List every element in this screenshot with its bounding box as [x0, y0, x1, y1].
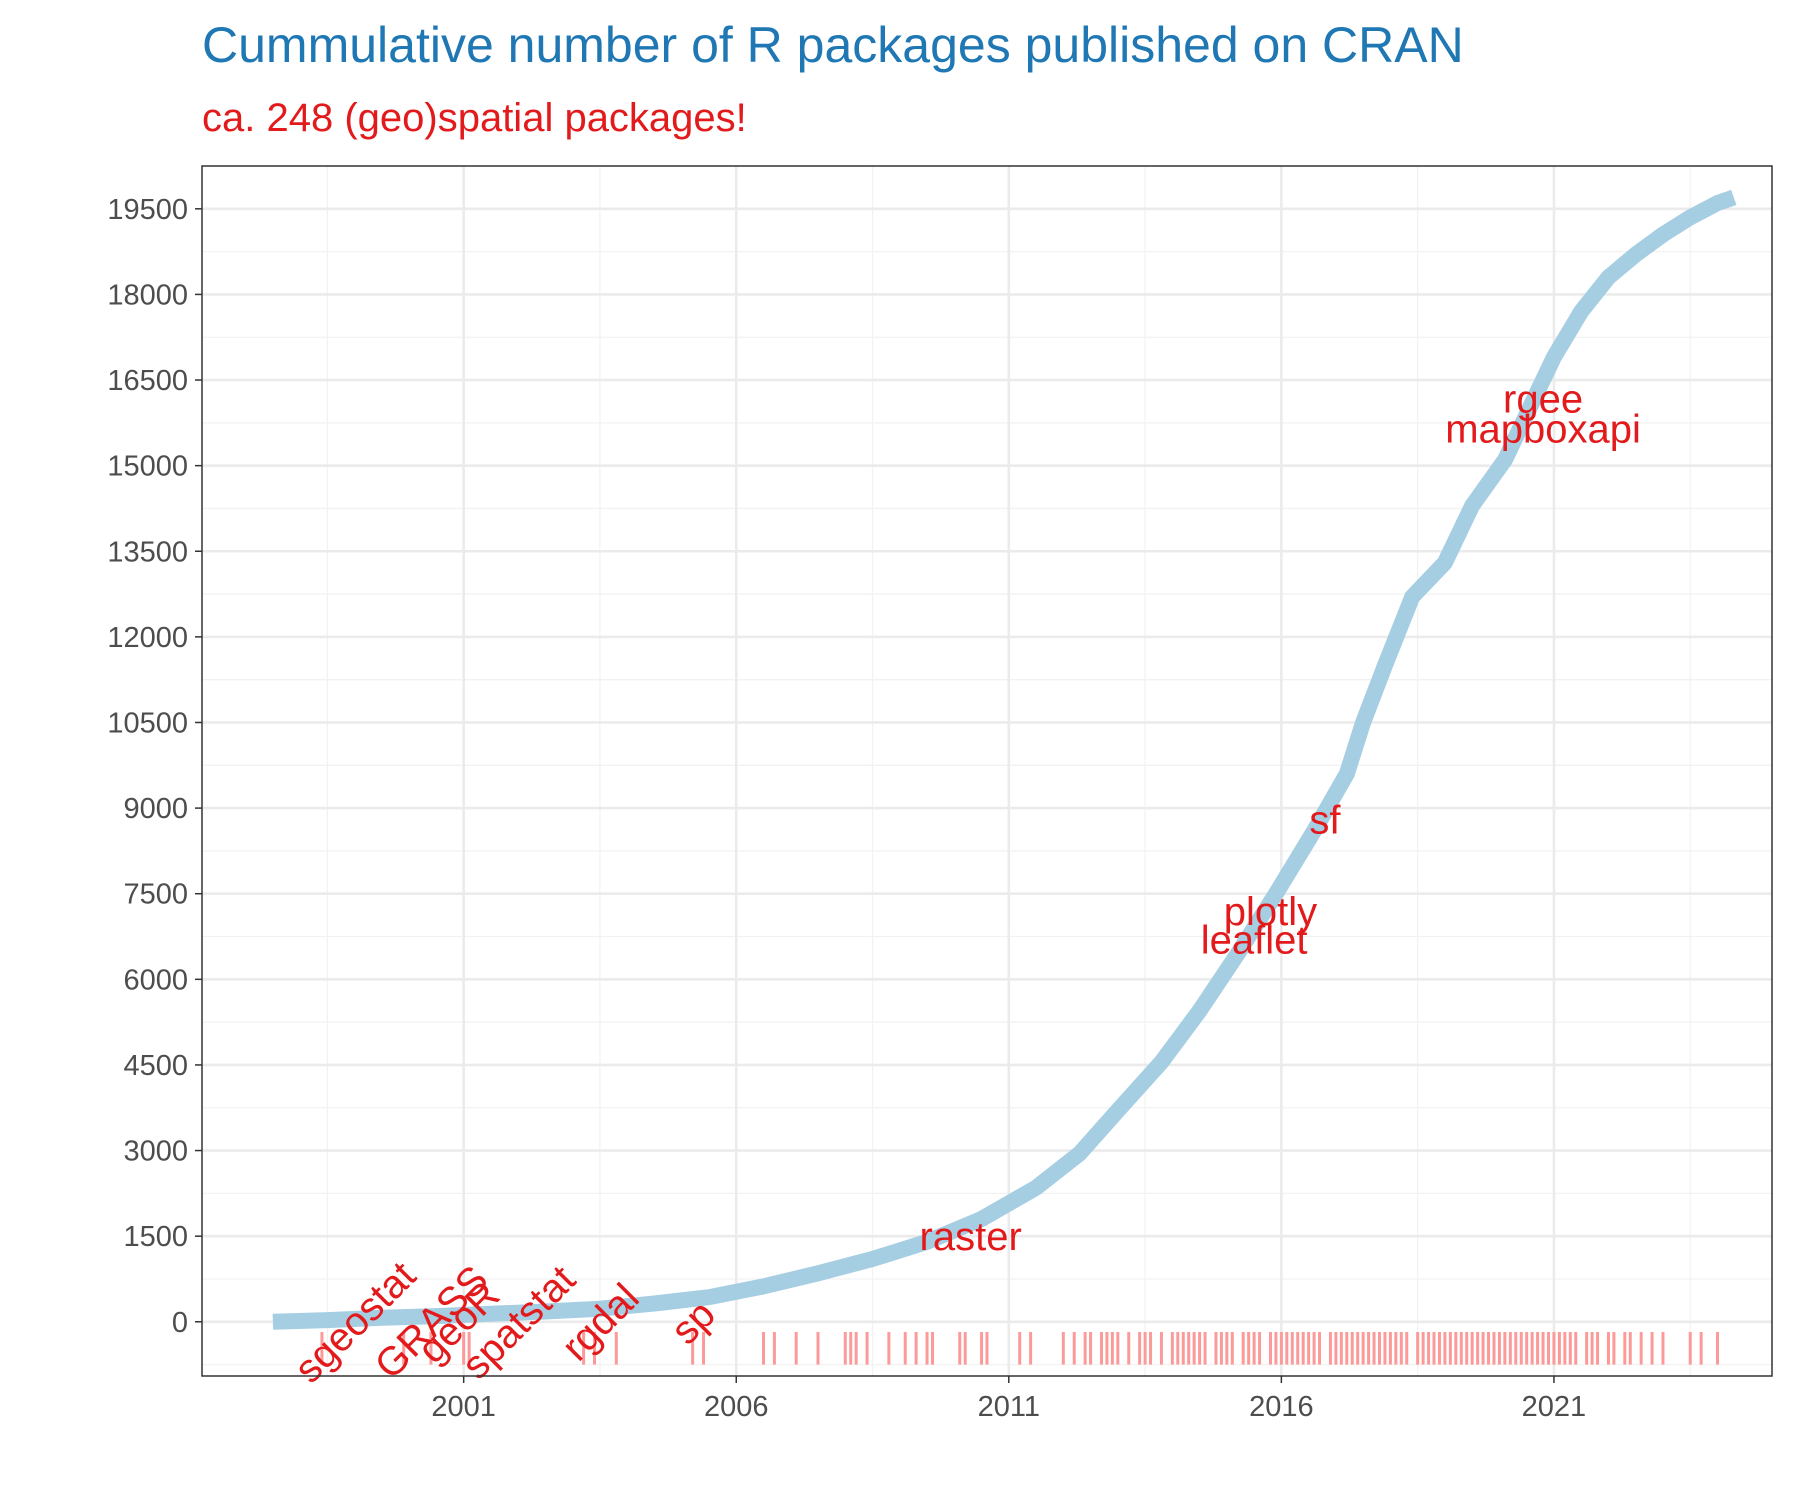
chart-title: Cummulative number of R packages publish…: [202, 17, 1464, 73]
x-tick-label: 2016: [1249, 1391, 1314, 1423]
y-tick-label: 15000: [107, 451, 188, 483]
y-tick-label: 7500: [123, 879, 188, 911]
x-axis: 2001 2006 2011 2016 2021: [431, 1376, 1586, 1423]
rug-marks: [320, 1332, 1719, 1365]
package-label: sf: [1309, 799, 1341, 843]
y-tick-label: 12000: [107, 622, 188, 654]
x-tick-label: 2006: [704, 1391, 769, 1423]
package-label: raster: [920, 1215, 1022, 1259]
y-tick-label: 19500: [107, 194, 188, 226]
y-tick-label: 10500: [107, 707, 188, 739]
y-tick-label: 18000: [107, 279, 188, 311]
y-tick-label: 1500: [123, 1221, 188, 1253]
package-label: plotly: [1224, 890, 1317, 934]
y-tick-label: 6000: [123, 964, 188, 996]
y-tick-label: 13500: [107, 536, 188, 568]
grid-major: [202, 166, 1772, 1376]
y-tick-label: 3000: [123, 1136, 188, 1168]
package-label: rgee: [1503, 377, 1583, 421]
chart-subtitle: ca. 248 (geo)spatial packages!: [202, 96, 747, 140]
y-tick-label: 0: [172, 1307, 188, 1339]
y-tick-label: 4500: [123, 1050, 188, 1082]
x-tick-label: 2021: [1522, 1391, 1587, 1423]
package-label: leaflet: [1201, 918, 1308, 962]
y-tick-label: 9000: [123, 793, 188, 825]
cumulative-packages-line: [272, 189, 1737, 1330]
series-group: [272, 189, 1737, 1330]
y-axis: 0 1500 3000 4500 6000 7500 9000 10500 12000 13500…: [107, 194, 202, 1339]
x-tick-label: 2011: [978, 1391, 1040, 1423]
x-tick-label: 2001: [431, 1391, 496, 1423]
package-label: mapboxapi: [1445, 408, 1641, 452]
y-tick-label: 16500: [107, 365, 188, 397]
plot-panel-border: [201, 165, 1773, 1377]
